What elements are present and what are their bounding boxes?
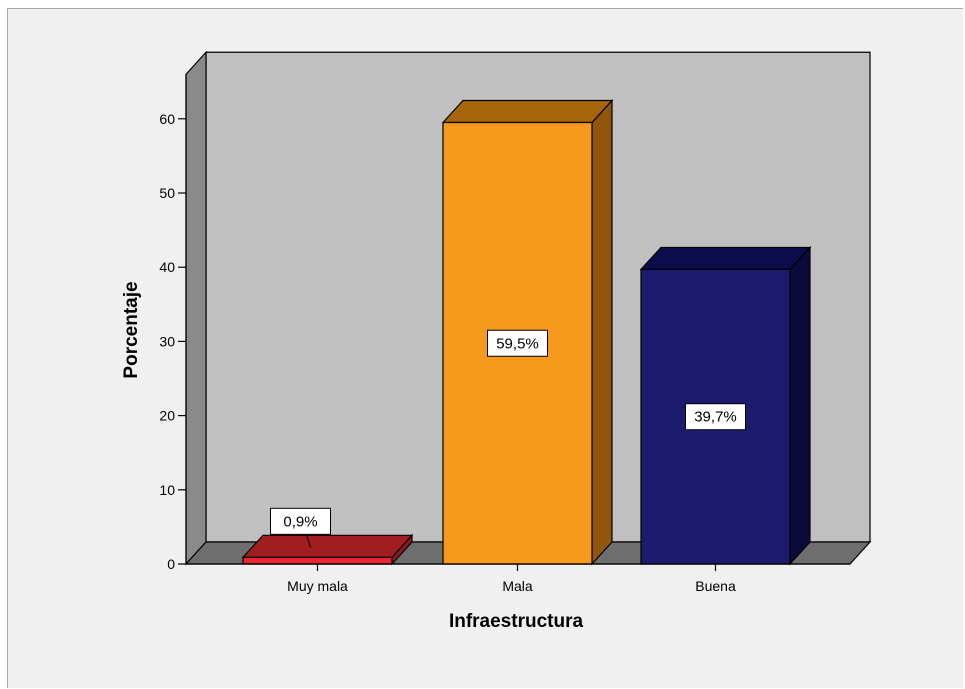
bar-side: [789, 245, 811, 566]
y-tick-label: 50: [159, 185, 175, 201]
bar-mala: 59,5%: [441, 98, 614, 566]
y-axis: 0 10 20 30 40 50 60: [159, 74, 187, 572]
data-label-box: [685, 403, 746, 431]
side-wall: [185, 50, 207, 566]
y-tick-label: 20: [159, 408, 175, 424]
bar-front: [242, 556, 393, 565]
y-axis-title: Porcentaje: [121, 281, 142, 378]
data-label: 59,5%: [496, 335, 539, 352]
x-tick-label: Muy mala: [287, 578, 348, 594]
data-label: 0,9%: [283, 513, 317, 530]
bar-muy-mala: 0,9%: [241, 507, 414, 566]
y-tick-label: 30: [159, 333, 175, 349]
data-label-leader: [306, 534, 311, 548]
bar-buena: 39,7%: [639, 245, 812, 566]
x-tick-label: Buena: [695, 578, 736, 594]
y-tick-label: 10: [159, 482, 175, 498]
data-label-box: [487, 329, 548, 357]
bars: 0,9% 59,5% 39,7%: [241, 98, 812, 566]
bar-top: [639, 246, 812, 271]
y-tick-label: 40: [159, 259, 175, 275]
y-tick-label: 60: [159, 111, 175, 127]
y-tick-label: 0: [167, 556, 175, 572]
bar-top: [241, 534, 414, 558]
x-tick-label: Mala: [502, 578, 533, 594]
data-label-box: [270, 507, 331, 535]
x-axis-title: Infraestructura: [449, 611, 584, 632]
bar-top: [441, 99, 614, 124]
bar-side: [591, 98, 613, 566]
x-axis: Muy mala Mala Buena: [186, 563, 850, 594]
data-label: 39,7%: [694, 409, 737, 426]
